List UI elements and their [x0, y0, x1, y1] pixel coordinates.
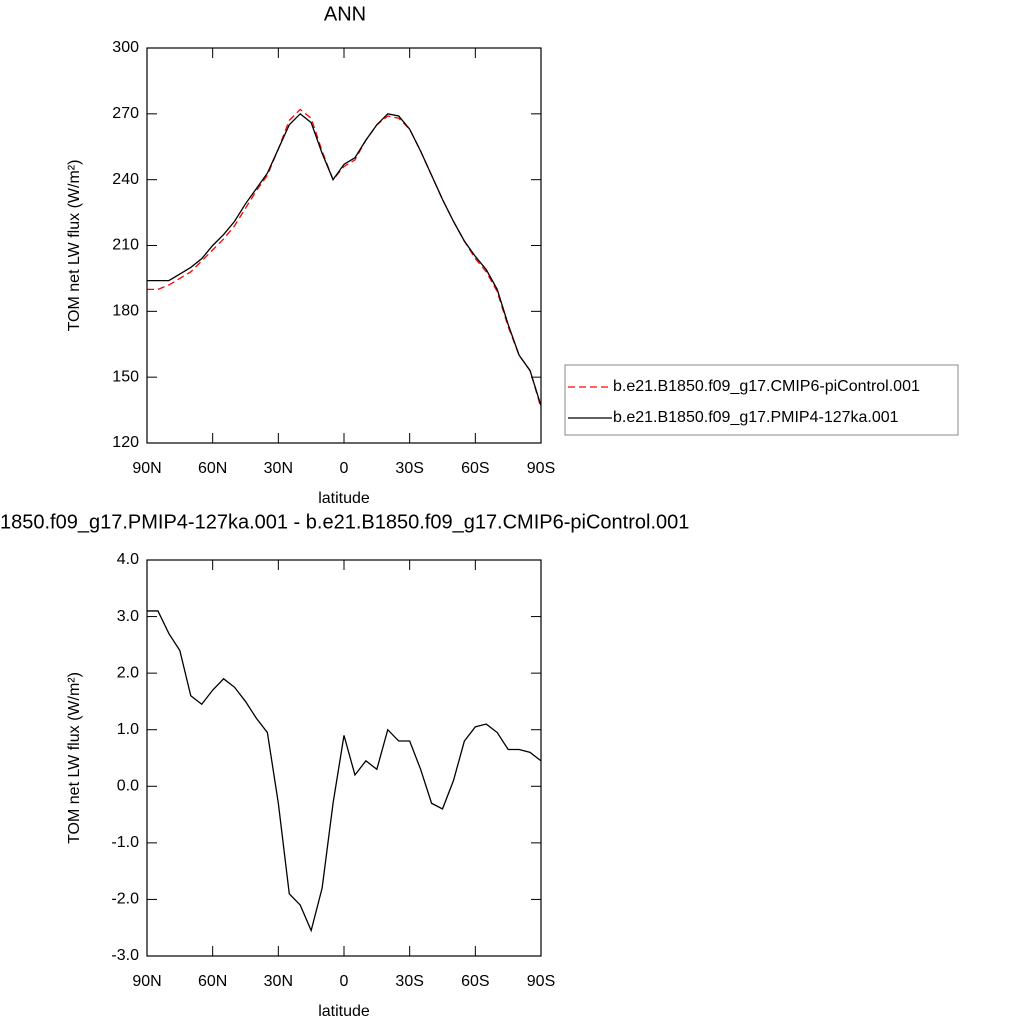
- x-tick-label: 90S: [527, 460, 555, 477]
- plot-frame: [146, 559, 542, 957]
- legend-box: [564, 364, 959, 436]
- x-tick-label: 90S: [527, 973, 555, 990]
- x-tick-label: 30N: [264, 973, 293, 990]
- y-tick-label: 300: [112, 39, 139, 56]
- y-tick-label: 150: [112, 368, 139, 385]
- x-axis-label: latitude: [318, 490, 370, 507]
- y-tick-label: 270: [112, 105, 139, 122]
- x-tick-label: 0: [340, 973, 349, 990]
- chart-title: ANN: [324, 3, 366, 25]
- y-tick-label: 0.0: [117, 778, 139, 795]
- x-tick-label: 90N: [132, 973, 161, 990]
- x-tick-label: 30N: [264, 460, 293, 477]
- x-tick-label: 60S: [461, 460, 489, 477]
- x-tick-label: 0: [340, 460, 349, 477]
- x-tick-label: 60S: [461, 973, 489, 990]
- y-tick-label: 120: [112, 434, 139, 451]
- x-tick-label: 90N: [132, 460, 161, 477]
- data-line: [147, 610, 542, 933]
- data-line: [147, 108, 542, 409]
- y-tick-label: 210: [112, 237, 139, 254]
- y-axis-label: TOM net LW flux (W/m²): [66, 672, 83, 844]
- legend-label: b.e21.B1850.f09_g17.PMIP4-127ka.001: [613, 409, 899, 426]
- y-tick-label: 4.0: [117, 551, 139, 568]
- y-tick-label: 240: [112, 171, 139, 188]
- x-tick-label: 60N: [198, 460, 227, 477]
- y-tick-label: 3.0: [117, 608, 139, 625]
- y-tick-label: -2.0: [111, 891, 139, 908]
- x-tick-label: 60N: [198, 973, 227, 990]
- y-tick-label: 180: [112, 303, 139, 320]
- plot-frame: [146, 47, 542, 444]
- y-axis-label: TOM net LW flux (W/m²): [66, 160, 83, 332]
- y-tick-label: 1.0: [117, 721, 139, 738]
- legend-label: b.e21.B1850.f09_g17.CMIP6-piControl.001: [613, 378, 920, 395]
- x-tick-label: 30S: [395, 973, 423, 990]
- y-tick-label: -3.0: [111, 947, 139, 964]
- y-tick-label: -1.0: [111, 834, 139, 851]
- x-tick-label: 30S: [395, 460, 423, 477]
- data-line: [147, 112, 542, 406]
- y-tick-label: 2.0: [117, 664, 139, 681]
- x-axis-label: latitude: [318, 1003, 370, 1020]
- chart-title: 1850.f09_g17.PMIP4-127ka.001 - b.e21.B18…: [0, 511, 689, 533]
